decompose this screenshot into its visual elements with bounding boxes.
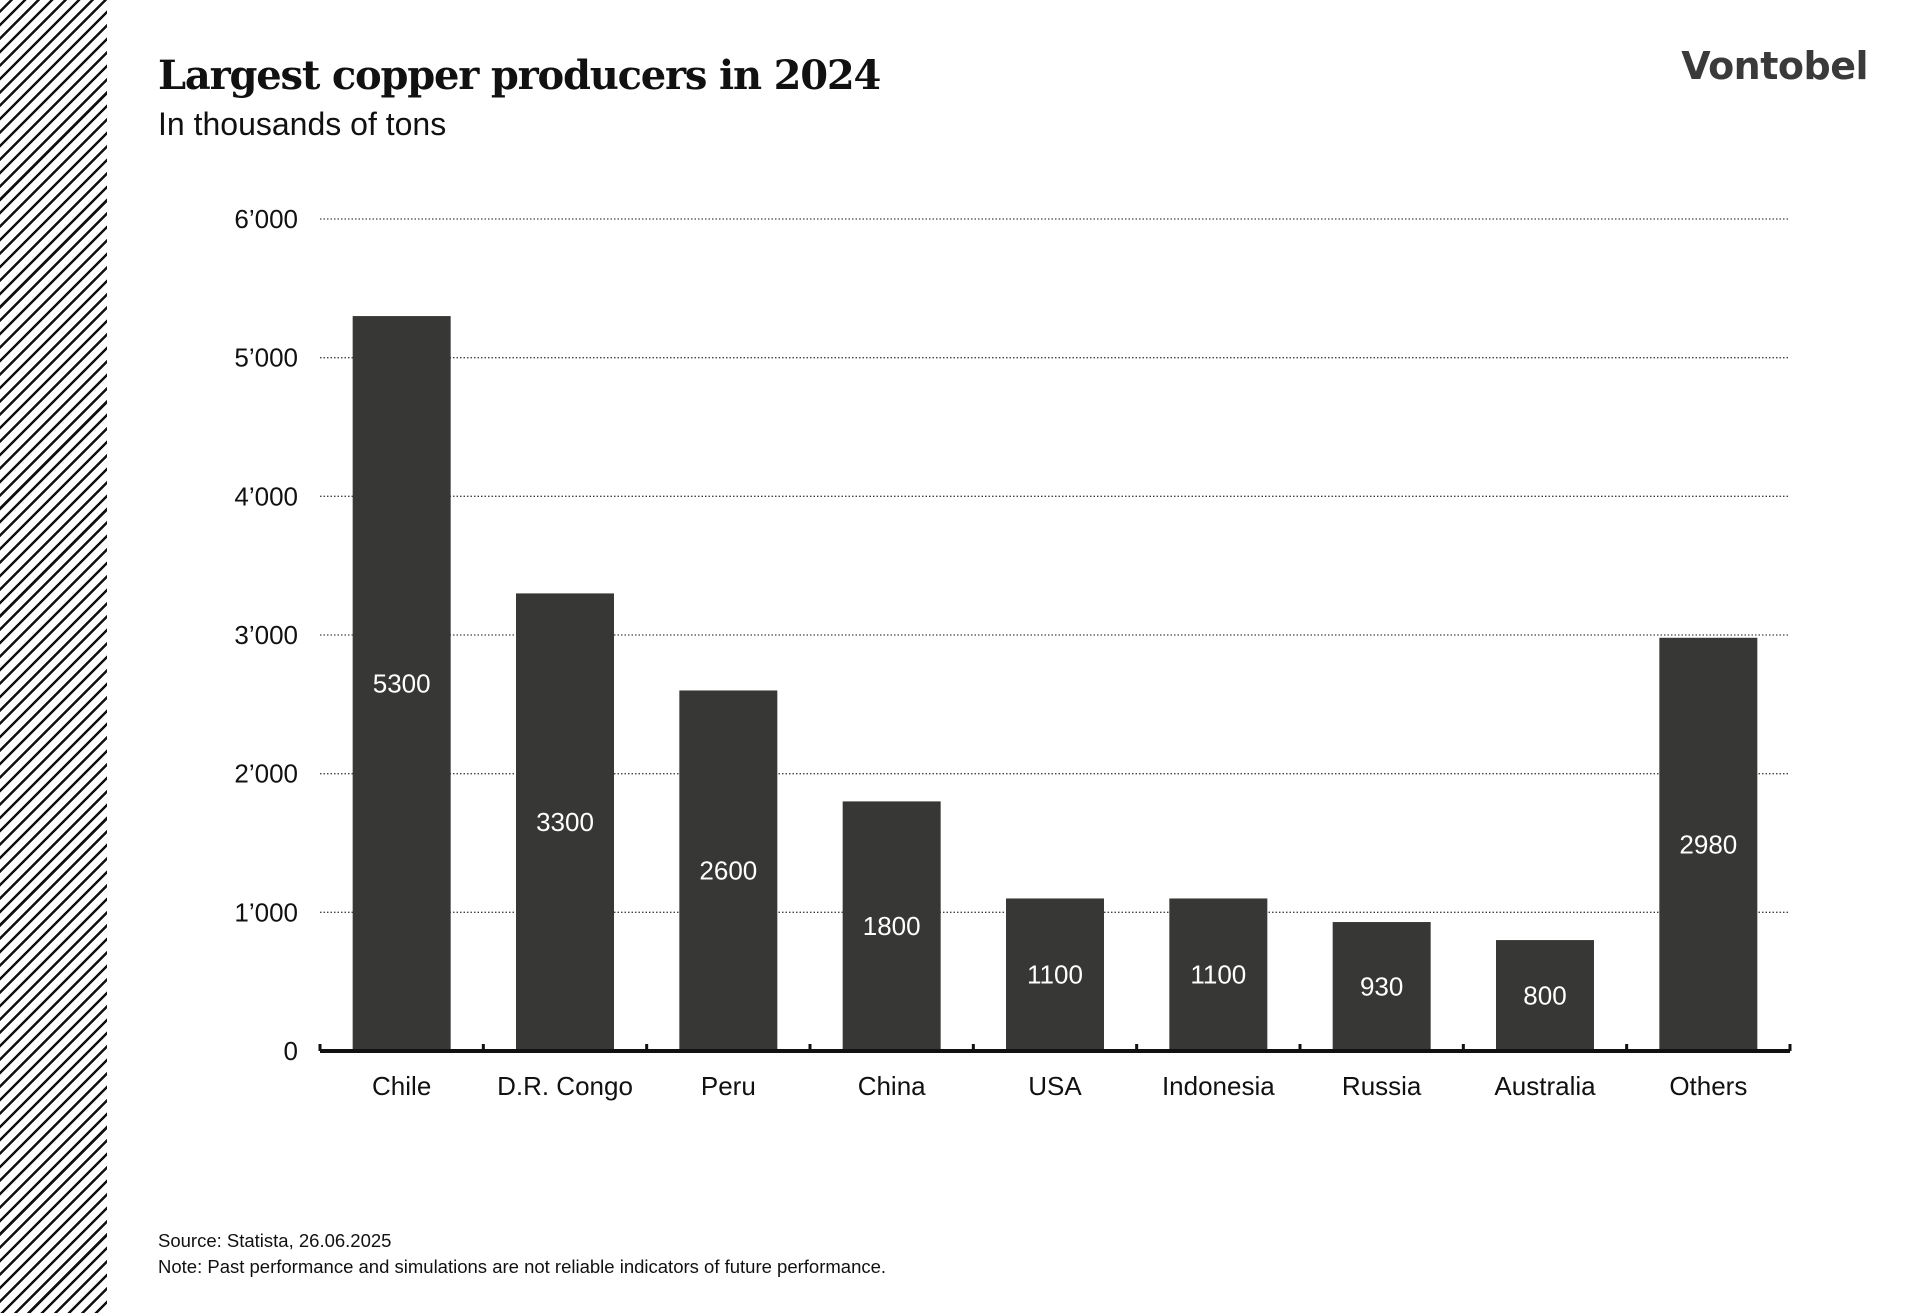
bar-value-label: 800 [1523, 981, 1566, 1011]
vontobel-logo: Vontobel [1681, 44, 1868, 88]
x-axis [318, 1044, 1792, 1053]
bar-value-label: 1100 [1190, 960, 1246, 990]
disclaimer-note: Note: Past performance and simulations a… [158, 1256, 887, 1277]
y-axis-tick-labels: 0 1’000 2’000 3’000 4’000 5’000 6’000 [234, 204, 298, 1066]
bar-australia [1496, 940, 1594, 1051]
bar-peru [679, 690, 778, 1051]
x-category-label: D.R. Congo [497, 1071, 633, 1101]
bar-value-label: 1800 [863, 911, 921, 941]
x-category-label: Australia [1494, 1071, 1596, 1101]
y-tick-label: 4’000 [234, 481, 298, 511]
y-tick-label: 0 [284, 1036, 298, 1066]
bar-value-label: 2980 [1679, 829, 1737, 859]
x-category-label: Peru [701, 1071, 756, 1101]
bar-d-r-congo [516, 593, 614, 1051]
bar-chile [352, 316, 451, 1052]
bar-value-label: 1100 [1027, 960, 1083, 990]
x-category-label: Russia [1342, 1071, 1422, 1101]
bar-russia [1332, 922, 1431, 1051]
bars: 5300 3300 2600 1800 1100 1100 930 800 2980 [352, 316, 1758, 1052]
x-axis-category-labels: Chile D.R. Congo Peru China USA Indonesia Russ… [372, 1071, 1747, 1101]
y-tick-label: 5’000 [234, 343, 298, 373]
chart-footer: Source: Statista, 26.06.2025 Note: Past … [158, 1228, 886, 1280]
y-tick-label: 2’000 [234, 759, 298, 789]
bar-indonesia [1169, 898, 1268, 1051]
x-category-label: Chile [372, 1071, 431, 1101]
hatched-side-stripe [0, 0, 107, 1313]
y-tick-label: 1’000 [234, 897, 298, 927]
chart-subtitle: In thousands of tons [158, 106, 447, 142]
x-category-label: Indonesia [1162, 1071, 1275, 1101]
bar-usa [1006, 898, 1104, 1051]
bar-value-label: 2600 [699, 856, 757, 886]
bar-china [842, 801, 941, 1051]
source-note: Source: Statista, 26.06.2025 [158, 1230, 392, 1251]
bar-value-label: 5300 [373, 669, 431, 699]
x-category-label: Others [1669, 1071, 1747, 1101]
bar-others [1659, 637, 1758, 1051]
bar-value-label: 3300 [536, 807, 594, 837]
bar-value-label: 930 [1360, 972, 1403, 1002]
y-tick-label: 3’000 [234, 620, 298, 650]
x-category-label: USA [1028, 1071, 1082, 1101]
chart-title: Largest copper producers in 2024 [158, 52, 881, 99]
y-tick-label: 6’000 [234, 204, 298, 234]
x-category-label: China [858, 1071, 926, 1101]
